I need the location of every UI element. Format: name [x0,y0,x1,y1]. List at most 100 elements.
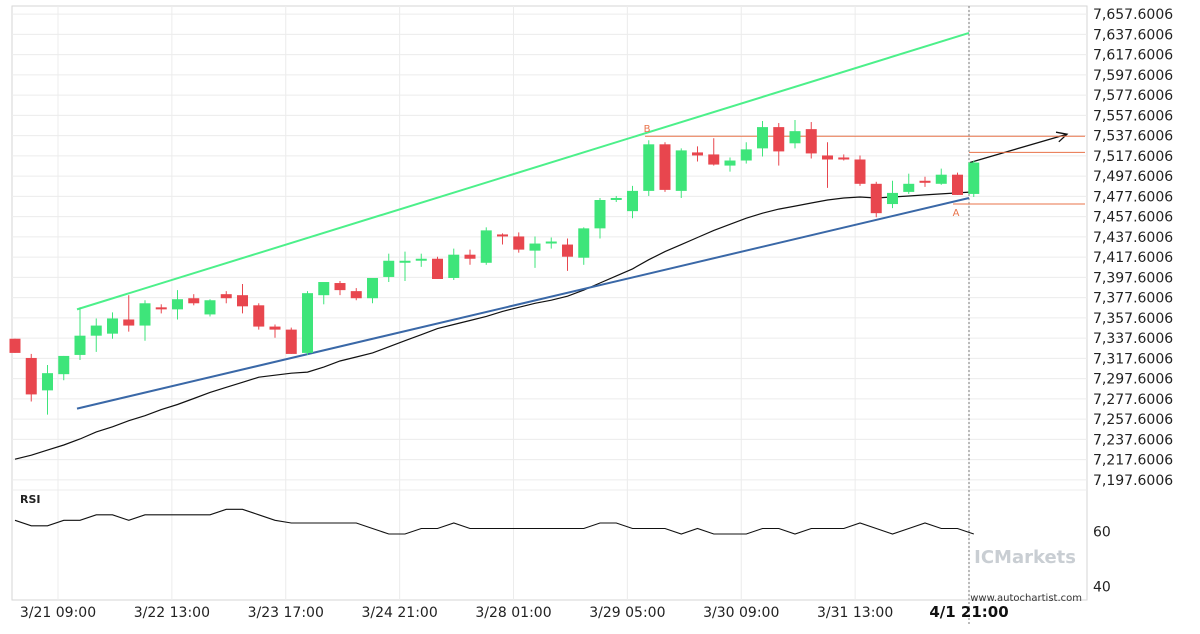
candle-body-bullish [139,303,151,326]
x-tick-label: 3/28 01:00 [475,605,551,621]
level-layer [645,135,1085,205]
candle [9,338,21,353]
channel-layer [76,31,1069,410]
y-tick-label: 7,237.6006 [1093,432,1173,448]
moving-average-layer [14,191,974,460]
candle [773,123,785,166]
candle [692,146,703,162]
channel-lower-line [76,197,970,410]
candle-body-bullish [968,162,980,194]
channel-upper-line [76,31,970,311]
candle [854,155,866,186]
candle-body-bullish [789,131,801,144]
candle-body-bullish [643,144,655,191]
candle [968,160,980,197]
candle-body-bearish [253,305,265,327]
candle-body-bearish [432,258,443,279]
candle-body-bullish [529,243,541,251]
candle [172,290,183,320]
y-tick-label: 7,577.6006 [1093,88,1173,104]
candle [237,284,248,314]
y-tick-label: 7,557.6006 [1093,108,1173,124]
candle-body-bearish [237,295,248,307]
y-tick-label: 7,337.6006 [1093,331,1173,347]
candle [285,327,297,354]
candle [107,312,118,339]
candle [724,157,736,172]
candle [935,168,947,185]
axes-layer: 7,657.6006 7,637.6006 7,617.6006 7,597.6006… [20,7,1173,621]
candle [350,288,362,301]
candle [90,318,102,352]
candle [919,176,931,187]
branding-layer: ICMarkets www.autochartist.com [970,547,1082,604]
y-tick-label: 7,257.6006 [1093,412,1173,428]
candle-body-bearish [220,294,232,299]
x-tick-label: 3/30 09:00 [703,605,779,621]
y-tick-label: 7,477.6006 [1093,189,1173,205]
candle [155,304,167,314]
y-tick-label: 7,417.6006 [1093,250,1173,266]
candle [432,256,443,279]
y-tick-label: 7,517.6006 [1093,149,1173,165]
candle-body-bullish [107,318,118,334]
candle [627,185,638,219]
y-tick-label: 7,617.6006 [1093,48,1173,64]
candles-layer [9,120,980,415]
candle-body-bullish [383,260,395,277]
candle [822,142,833,188]
candle [42,365,53,415]
candle-body-bullish [42,373,53,391]
candle-body-bullish [90,325,102,336]
candle-body-bullish [594,200,606,229]
candle-body-bearish [350,291,362,299]
y-tick-label: 7,457.6006 [1093,210,1173,226]
candle-body-bullish [545,241,557,244]
candle [25,353,37,402]
y-tick-label: 7,197.6006 [1093,473,1173,489]
candle [757,121,768,157]
candle-body-bearish [822,155,833,160]
y-tick-label: 7,317.6006 [1093,351,1173,367]
candle [805,122,817,159]
candle-body-bullish [480,230,492,263]
candle [529,236,541,268]
y-tick-label: 7,597.6006 [1093,68,1173,84]
candle-body-bearish [269,326,281,330]
rsi-title: RSI [20,493,41,506]
candle [58,355,70,381]
candle [318,282,330,305]
candle-body-bullish [610,197,622,200]
candle-body-bullish [302,293,313,353]
candle [578,227,590,265]
candle [789,120,801,149]
candle-body-bearish [155,307,167,310]
candle-body-bearish [513,236,525,250]
candle-body-bearish [497,234,508,237]
candle [367,277,378,304]
candle [513,232,525,253]
candle-body-bullish [204,300,216,315]
candle-body-bearish [285,329,297,354]
candle [334,281,346,296]
candle [594,197,606,239]
candle [562,238,573,271]
candle [480,227,492,265]
moving-average-line [14,191,974,460]
x-tick-label: 3/31 13:00 [817,605,893,621]
candle-body-bearish [659,144,671,190]
candle-body-bearish [870,183,882,214]
candle [383,253,395,283]
candle [675,148,687,198]
candle [139,300,151,341]
candle-body-bearish [805,129,817,154]
candle-body-bearish [692,152,703,156]
candle-body-bearish [773,127,785,152]
candle-body-bullish [627,190,638,212]
candle-body-bearish [334,283,346,291]
candle-body-bearish [562,244,573,257]
rsi-panel: RSI 60 40 [14,493,1111,595]
candle-body-bullish [415,258,427,261]
candle-body-bullish [58,355,70,375]
